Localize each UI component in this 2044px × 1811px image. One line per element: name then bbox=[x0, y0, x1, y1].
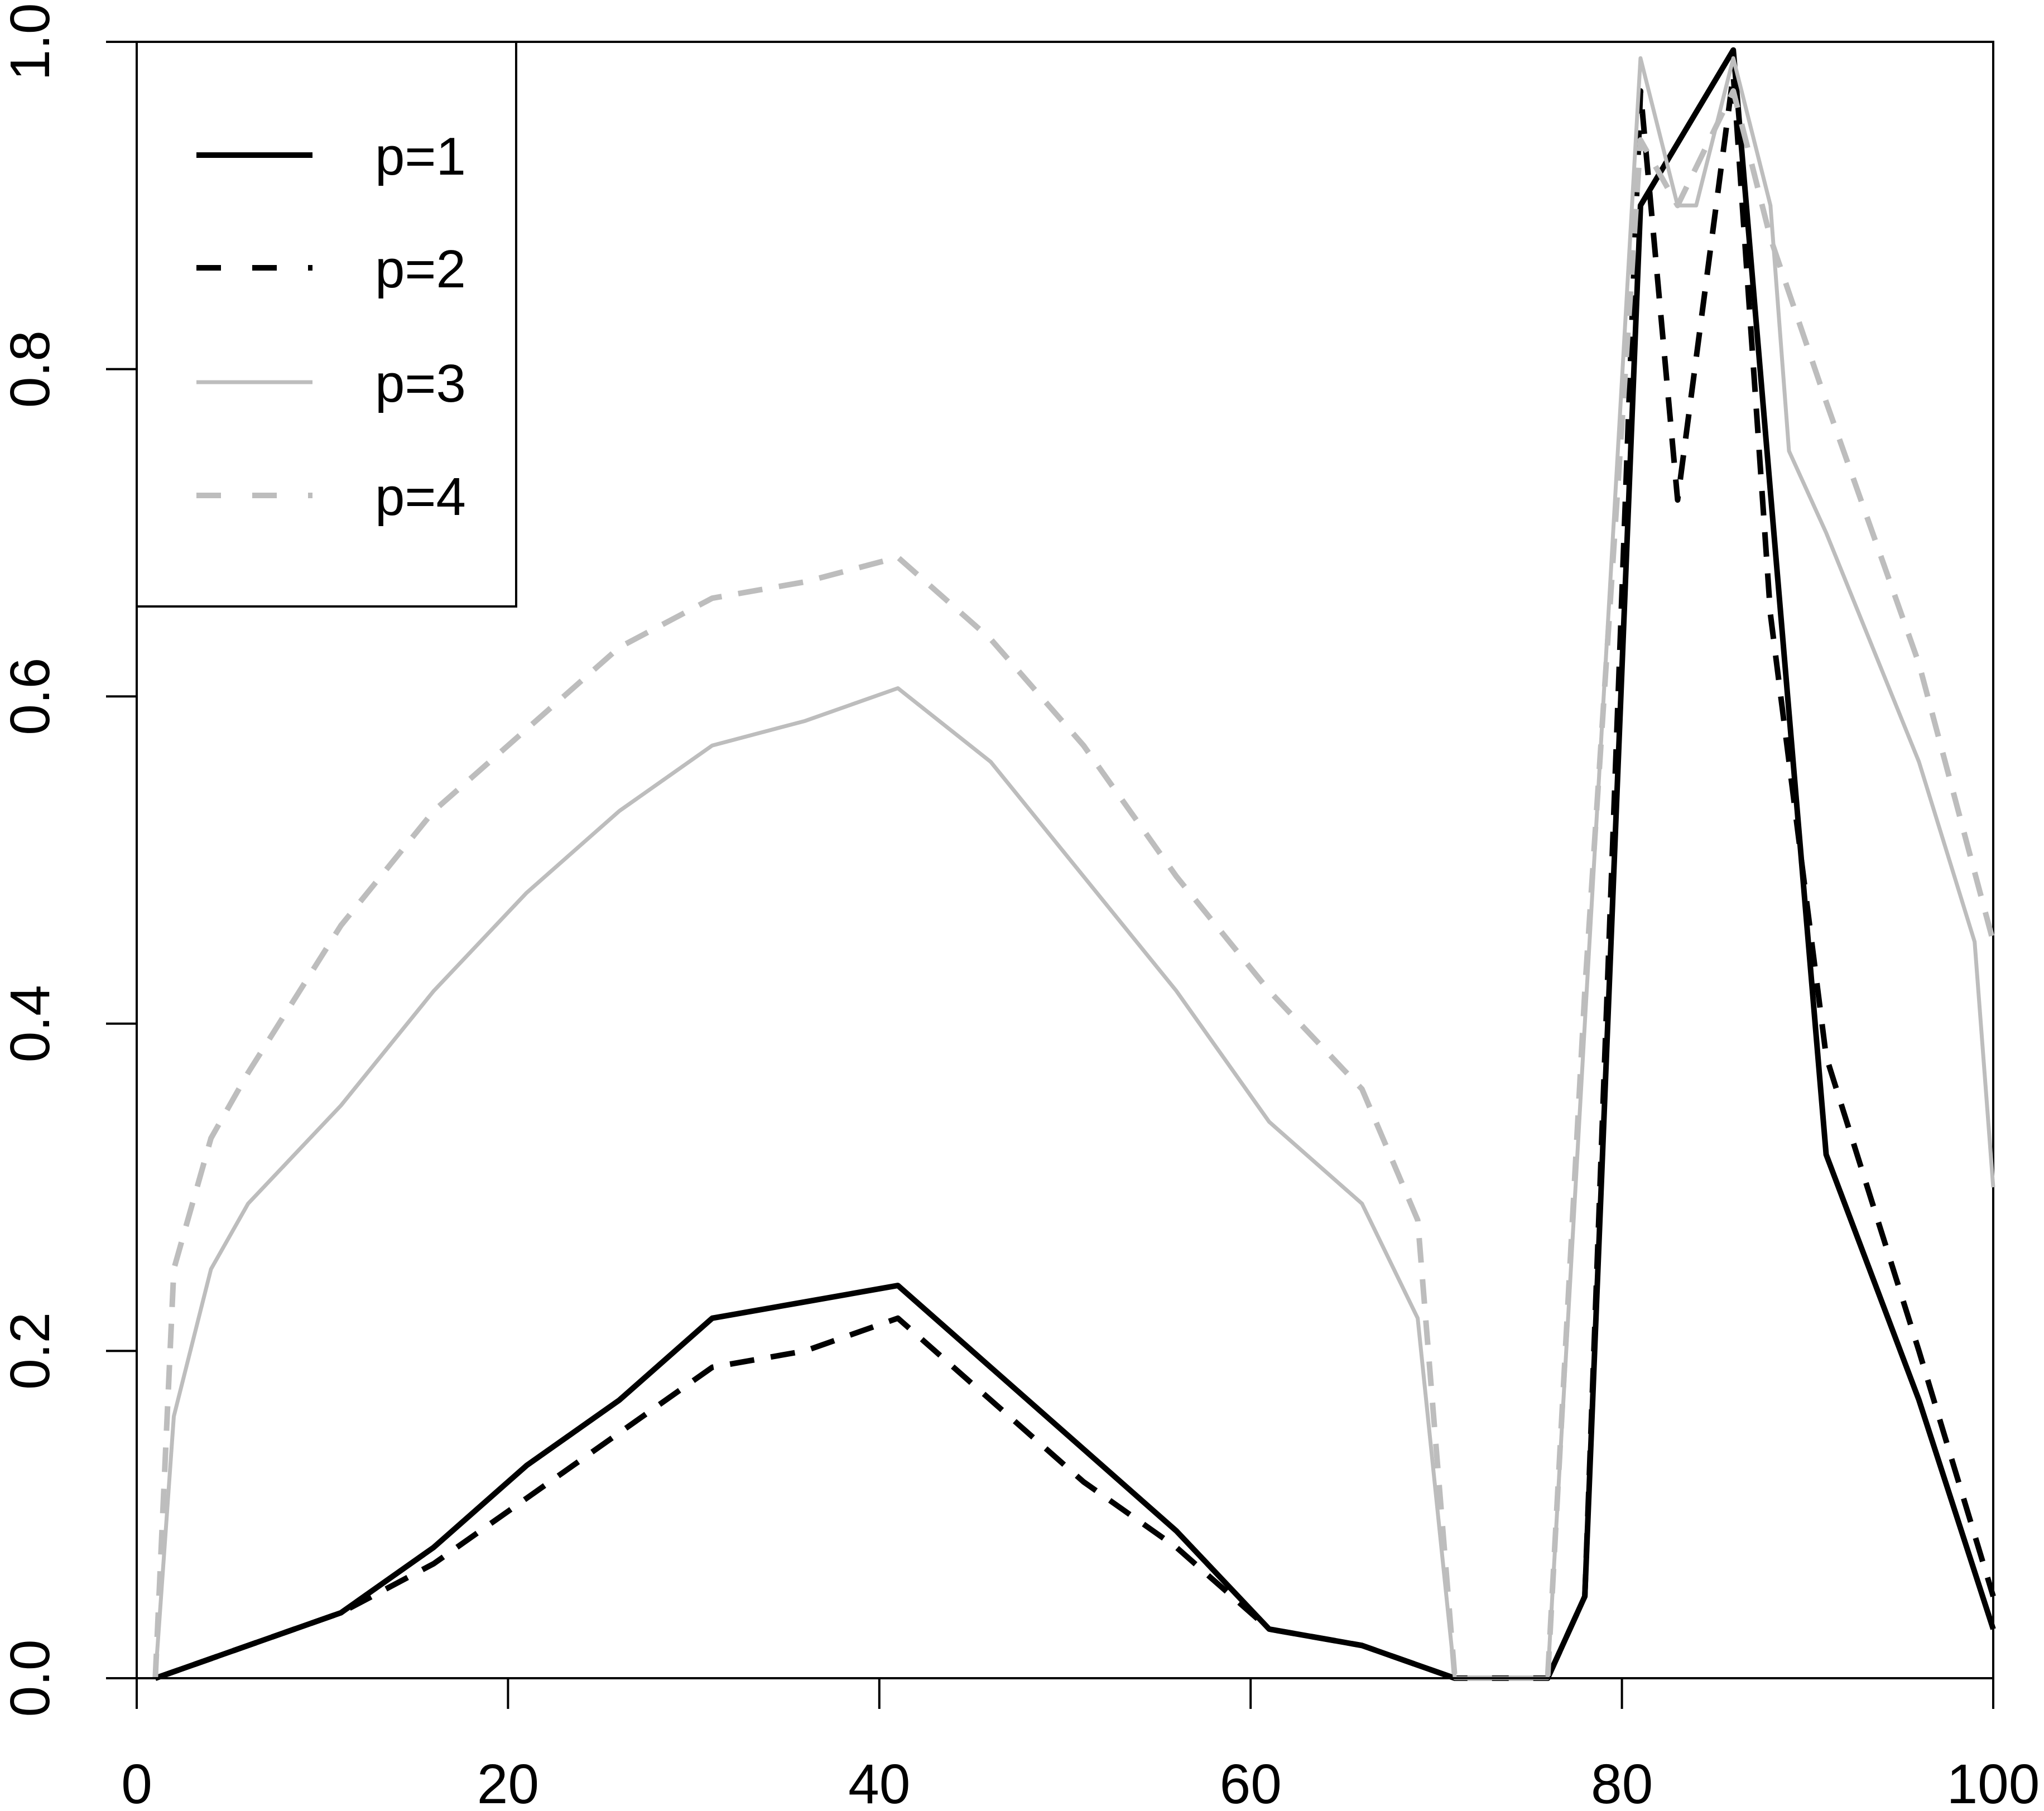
legend-label-3: p=3 bbox=[375, 354, 466, 413]
series-line-1 bbox=[154, 47, 1996, 1681]
legend: p=1 p=2 p=3 p=4 bbox=[136, 41, 517, 608]
legend-box bbox=[136, 41, 517, 608]
legend-label-2: p=2 bbox=[375, 239, 466, 299]
y-tick-label: 0.2 bbox=[0, 1312, 61, 1390]
x-tick-label: 60 bbox=[1220, 1753, 1282, 1811]
x-tick-label: 40 bbox=[848, 1753, 910, 1811]
x-tick-label: 20 bbox=[477, 1753, 539, 1811]
x-tick-label: 100 bbox=[1947, 1753, 2040, 1811]
legend-label-1: p=1 bbox=[375, 127, 466, 186]
y-tick-label: 0.6 bbox=[0, 658, 61, 735]
legend-label-4: p=4 bbox=[375, 467, 466, 527]
y-tick-label: 0.8 bbox=[0, 330, 61, 408]
series-line-2 bbox=[154, 71, 1996, 1681]
axes-group: 0 20 40 60 80 100 0.0 0.2 0.4 0.6 0.8 1.0 bbox=[0, 3, 2040, 1811]
x-tick-label: 0 bbox=[121, 1753, 152, 1811]
y-tick-label: 0.4 bbox=[0, 985, 61, 1062]
y-tick-label: 1.0 bbox=[0, 3, 61, 80]
y-tick-label: 0.0 bbox=[0, 1639, 61, 1717]
series-line-4 bbox=[152, 88, 1996, 1681]
series-group bbox=[152, 47, 1996, 1681]
x-tick-label: 80 bbox=[1591, 1753, 1653, 1811]
